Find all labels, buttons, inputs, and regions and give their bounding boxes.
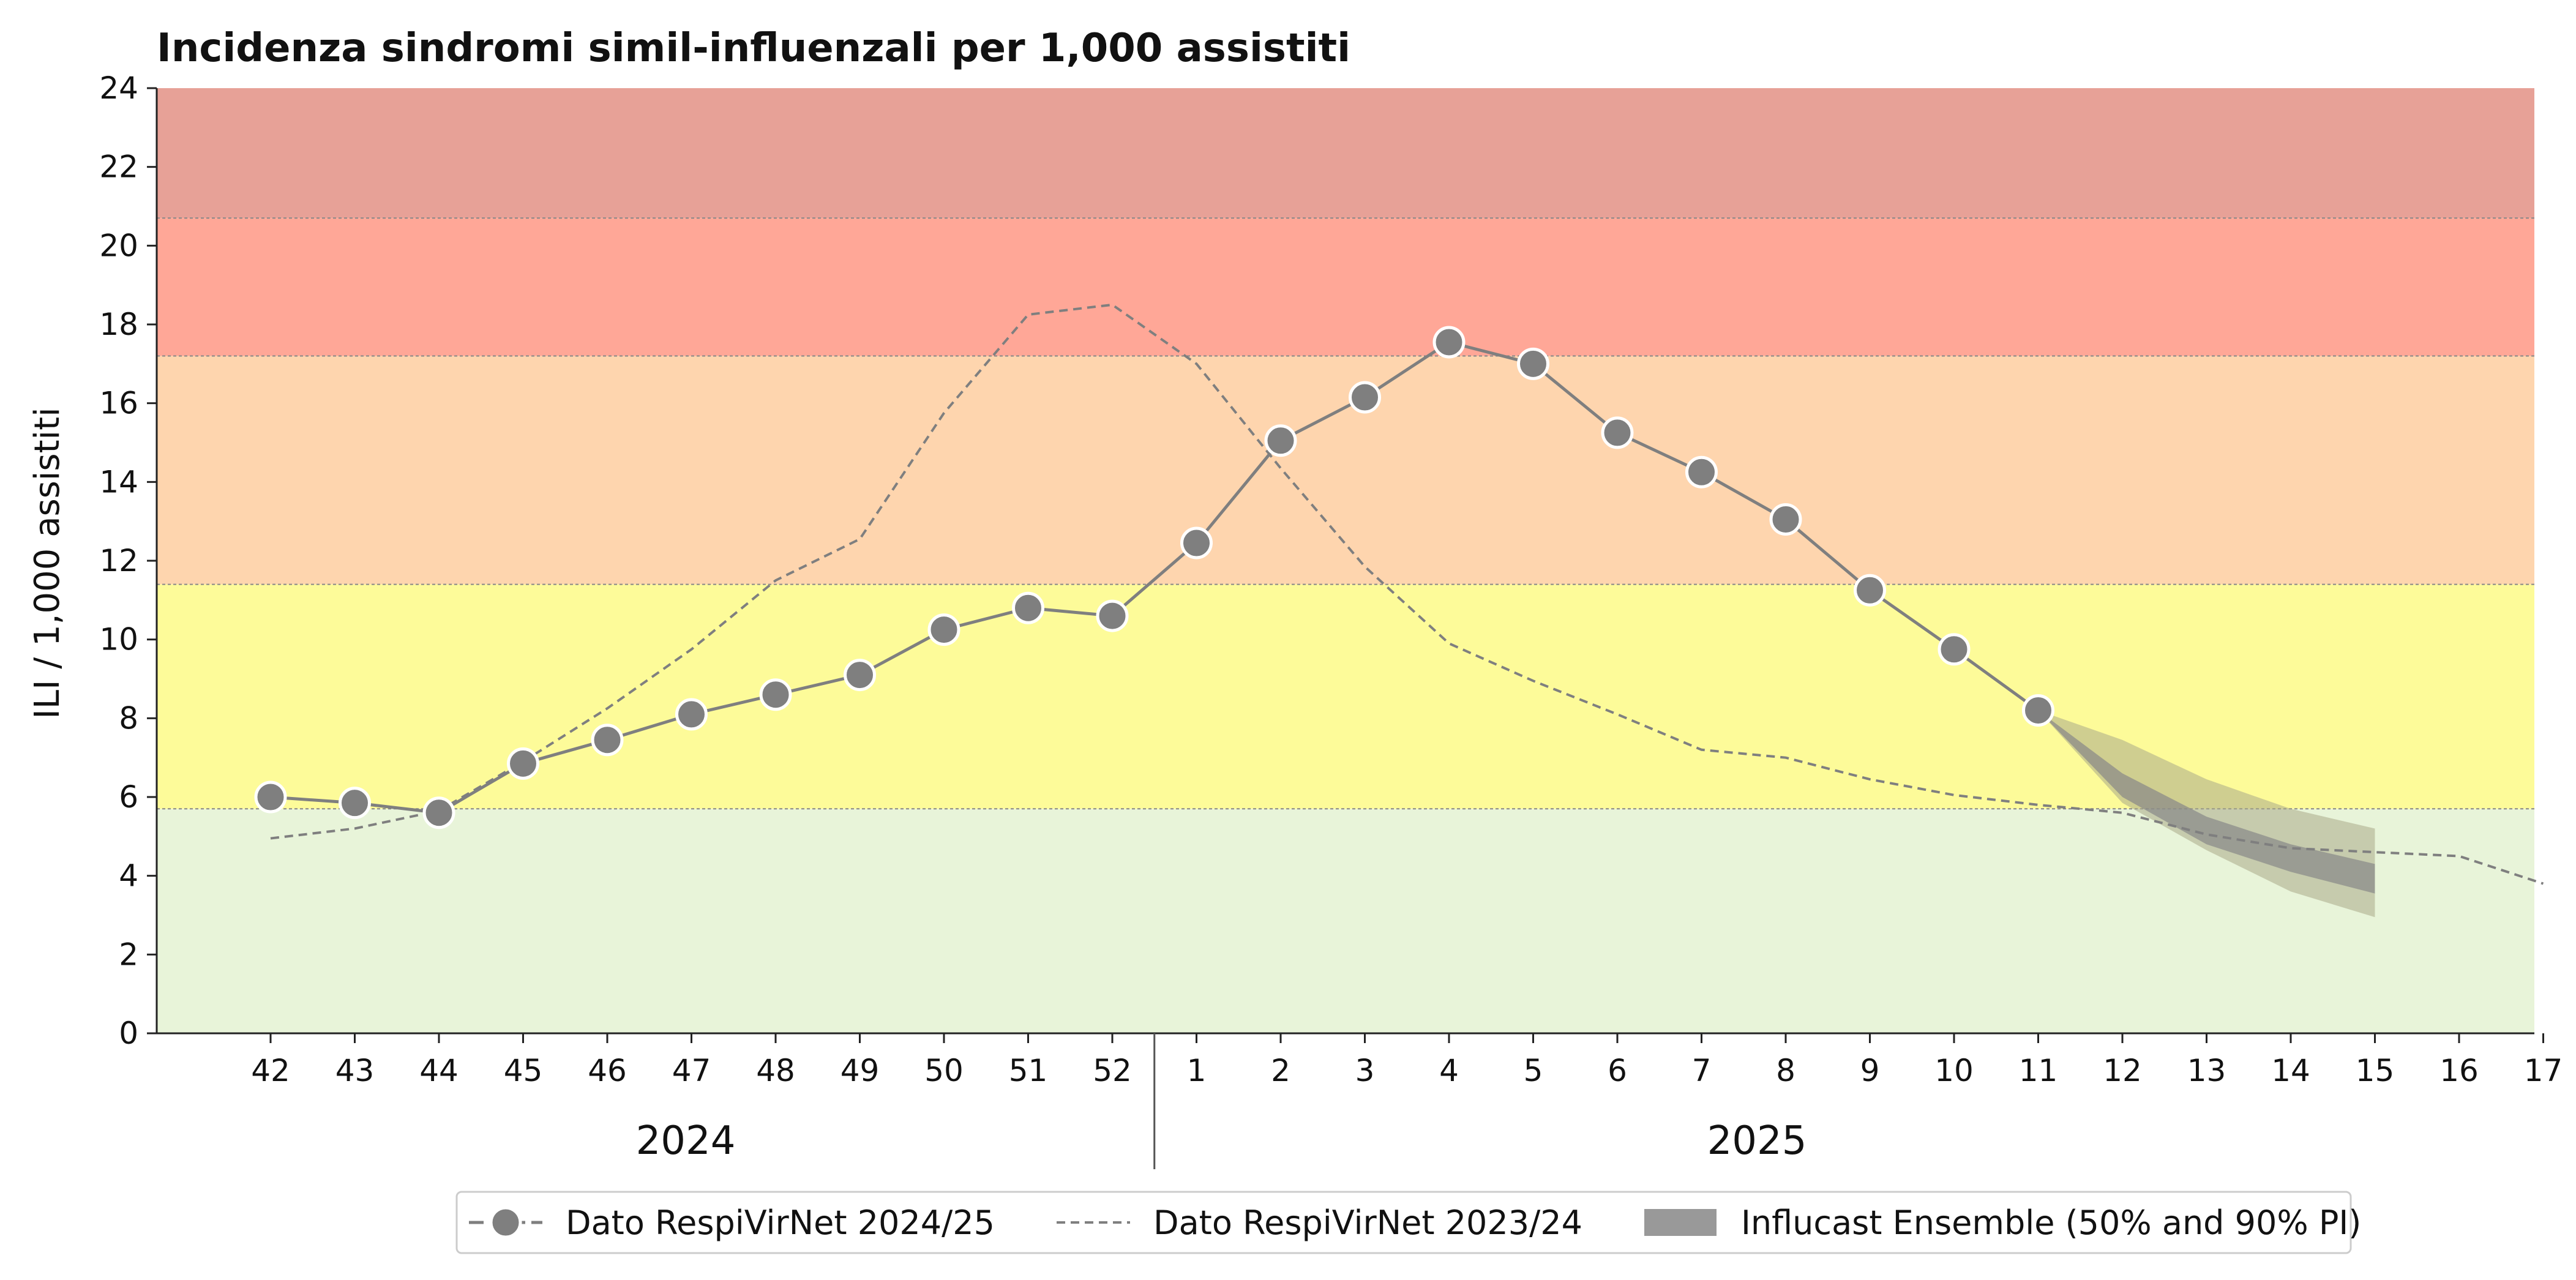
legend-frame [455, 1191, 2352, 1254]
y-tick-label-2: 2 [119, 937, 138, 972]
series-2024-25-point-10 [1938, 633, 1971, 666]
year-label-2025: 2025 [1707, 1118, 1807, 1164]
forecast-bands [2038, 710, 2375, 918]
x-tick-label-42: 42 [251, 1053, 290, 1088]
x-tick-label-47: 47 [672, 1053, 711, 1088]
x-tick-label-48: 48 [756, 1053, 795, 1088]
x-tick-label-16: 16 [2439, 1053, 2479, 1088]
x-tick-label-3: 3 [1355, 1053, 1375, 1088]
band-2 [157, 356, 2534, 585]
band-4 [157, 88, 2534, 219]
x-tick-label-44: 44 [419, 1053, 459, 1088]
series-2024-25-point-8 [1769, 503, 1802, 536]
series-2024-25-point-3 [1349, 381, 1381, 414]
series-2024-25-point-46 [591, 724, 624, 757]
series-2024-25-point-4 [1432, 326, 1466, 359]
y-tick-label-18: 18 [99, 307, 138, 342]
legend-swatch-2024-25-marker [489, 1206, 522, 1239]
series-2024-25-point-50 [927, 613, 960, 646]
year-label-2024: 2024 [636, 1118, 736, 1164]
y-tick-label-16: 16 [99, 386, 138, 421]
series-2024-25-point-43 [339, 787, 371, 820]
x-tick-label-50: 50 [924, 1053, 964, 1088]
y-tick-label-22: 22 [99, 149, 138, 185]
legend-label-2024-25: Dato RespiVirNet 2024/25 [566, 1203, 995, 1242]
chart-title: Incidenza sindromi simil-influenzali per… [157, 26, 1350, 71]
series-2024-25-point-42 [254, 780, 287, 814]
x-tick-label-45: 45 [504, 1053, 543, 1088]
y-tick-label-10: 10 [99, 622, 138, 657]
y-tick-label-14: 14 [99, 464, 138, 500]
x-tick-label-2: 2 [1271, 1053, 1290, 1088]
x-tick-label-51: 51 [1009, 1053, 1048, 1088]
y-tick-label-8: 8 [119, 700, 138, 736]
x-tick-label-11: 11 [2019, 1053, 2058, 1088]
x-tick-label-10: 10 [1934, 1053, 1974, 1088]
series-2024-25-point-1 [1180, 526, 1213, 560]
x-tick-label-17: 17 [2524, 1053, 2563, 1088]
legend: Dato RespiVirNet 2024/25 Dato RespiVirNe… [455, 1191, 2361, 1254]
x-ticks: 42 43 44 45 46 47 48 49 50 51 52 1 2 3 4 5 6 7 8 9 10 11 12 13 1… [251, 1033, 2563, 1088]
y-tick-label-4: 4 [119, 858, 138, 894]
legend-swatch-forecast [1644, 1209, 1717, 1236]
threshold-bands [157, 88, 2534, 1033]
series-2024-25 [254, 326, 2054, 829]
y-tick-label-12: 12 [99, 543, 138, 578]
x-tick-label-6: 6 [1608, 1053, 1627, 1088]
series-2024-25-point-47 [675, 698, 708, 731]
y-tick-label-24: 24 [99, 70, 138, 106]
series-2024-25-point-51 [1012, 591, 1044, 624]
x-tick-label-12: 12 [2103, 1053, 2142, 1088]
series-2024-25-point-5 [1517, 347, 1549, 380]
series-2024-25-point-44 [422, 796, 455, 829]
x-tick-label-7: 7 [1692, 1053, 1712, 1088]
x-tick-label-1: 1 [1187, 1053, 1207, 1088]
y-tick-label-0: 0 [119, 1016, 138, 1051]
series-2024-25-line [270, 340, 2039, 815]
series-2024-25-point-52 [1096, 599, 1129, 632]
x-tick-label-4: 4 [1439, 1053, 1459, 1088]
y-tick-label-6: 6 [119, 779, 138, 815]
x-tick-label-43: 43 [335, 1053, 375, 1088]
legend-label-forecast: Influcast Ensemble (50% and 90% PI) [1741, 1203, 2361, 1242]
x-tick-label-13: 13 [2187, 1053, 2226, 1088]
series-2024-25-point-7 [1685, 455, 1718, 488]
band-3 [157, 218, 2534, 356]
x-tick-label-15: 15 [2356, 1053, 2395, 1088]
x-tick-label-46: 46 [588, 1053, 627, 1088]
series-2024-25-point-49 [844, 659, 876, 692]
series-2024-25-point-9 [1854, 574, 1886, 607]
x-tick-label-8: 8 [1776, 1053, 1795, 1088]
series-2024-25-point-2 [1264, 424, 1297, 457]
y-tick-label-20: 20 [99, 228, 138, 263]
series-2024-25-point-45 [507, 747, 539, 780]
series-2024-25-point-48 [759, 678, 792, 711]
series-2024-25-point-6 [1601, 416, 1634, 449]
x-tick-label-9: 9 [1860, 1053, 1880, 1088]
band-0 [157, 809, 2534, 1033]
x-tick-label-49: 49 [841, 1053, 880, 1088]
forecast-pi50 [2038, 710, 2375, 894]
x-tick-label-5: 5 [1524, 1053, 1543, 1088]
legend-label-2023-24: Dato RespiVirNet 2023/24 [1153, 1203, 1582, 1242]
x-tick-label-52: 52 [1093, 1053, 1132, 1088]
y-axis-label: ILI / 1,000 assistiti [28, 407, 67, 719]
series-2024-25-point-11 [2022, 694, 2054, 727]
x-tick-label-14: 14 [2271, 1053, 2310, 1088]
